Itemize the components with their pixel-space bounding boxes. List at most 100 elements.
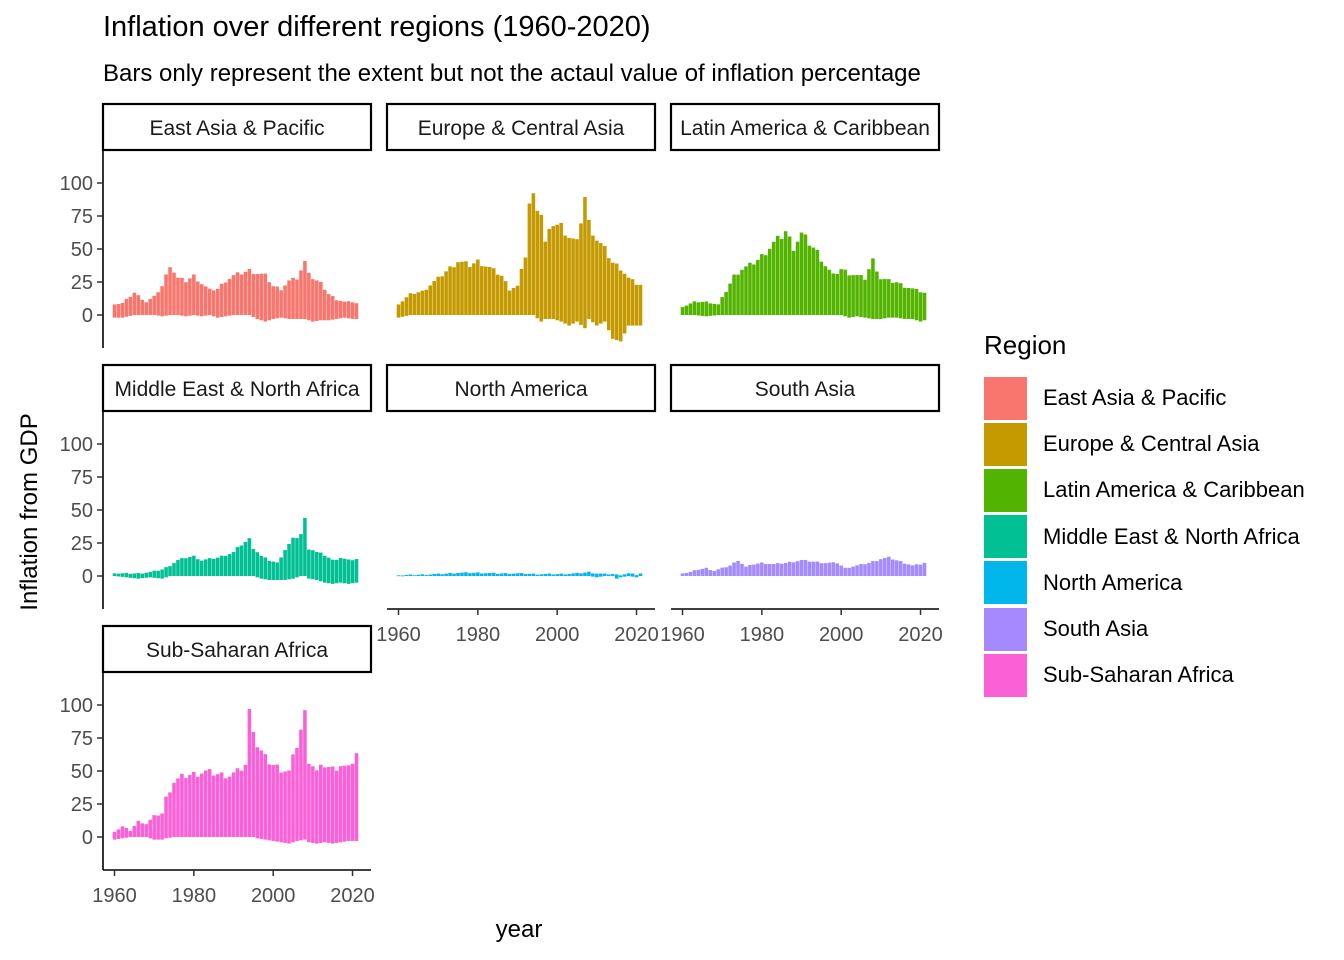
bar: [519, 573, 524, 576]
bar: [918, 292, 923, 322]
bar: [692, 570, 697, 576]
bar: [716, 304, 720, 315]
bar: [136, 573, 141, 579]
bar: [144, 572, 149, 578]
bar: [315, 280, 319, 321]
x-tick-label: 2000: [819, 624, 864, 646]
bar: [464, 261, 468, 315]
x-tick-label: 1980: [172, 885, 217, 907]
bar: [176, 778, 180, 837]
bar: [199, 560, 204, 576]
bar: [704, 567, 709, 576]
bar: [495, 573, 500, 576]
bar: [287, 770, 291, 844]
bar: [867, 562, 871, 576]
bar: [626, 277, 631, 326]
bar: [503, 573, 508, 576]
bar: [188, 557, 192, 576]
bar: [315, 770, 319, 844]
legend-items: East Asia & Pacific Europe & Central Asia…: [984, 375, 1305, 698]
bar: [116, 304, 121, 318]
bar: [680, 307, 685, 315]
bar: [227, 554, 232, 576]
bar: [499, 573, 504, 576]
bar: [906, 287, 911, 319]
y-tick-label: 75: [71, 206, 93, 228]
bar: [716, 569, 720, 576]
bar: [188, 278, 192, 316]
bar: [811, 561, 816, 576]
x-tick-label: 1960: [92, 885, 137, 907]
bar: [879, 279, 883, 319]
legend-title: Region: [984, 330, 1067, 360]
bar: [239, 770, 244, 837]
bar: [271, 286, 275, 319]
bar: [468, 267, 472, 315]
bar: [219, 772, 224, 837]
facet-strip-label: Middle East & North Africa: [114, 378, 359, 401]
bar: [255, 273, 260, 319]
bar: [350, 560, 355, 584]
x-tick-label: 1960: [660, 624, 705, 646]
bar: [487, 267, 492, 315]
bar: [523, 257, 528, 315]
bar: [436, 573, 440, 576]
bar: [740, 269, 744, 315]
bar: [535, 210, 540, 319]
bar: [279, 557, 283, 580]
bar: [764, 563, 768, 576]
bar: [180, 277, 184, 316]
legend-key: [984, 561, 1027, 605]
bar: [287, 280, 291, 319]
bar: [291, 277, 295, 319]
bar: [583, 197, 587, 329]
bar: [160, 569, 164, 579]
bar: [468, 573, 472, 576]
bar: [875, 561, 879, 576]
bar: [603, 573, 607, 576]
bar: [227, 776, 232, 837]
bar: [203, 559, 208, 576]
facet-panel: Middle East & North Africa 0 25 50 75 100: [60, 363, 373, 609]
bar: [307, 763, 311, 843]
bar: [906, 564, 911, 576]
bar: [350, 763, 355, 841]
bar: [555, 574, 559, 576]
bar: [164, 567, 168, 578]
bar: [184, 778, 188, 837]
bar: [779, 239, 784, 315]
bar: [231, 275, 236, 315]
bar: [795, 561, 800, 576]
y-tick-label: 25: [71, 533, 93, 555]
bar: [476, 259, 480, 315]
bar: [543, 573, 548, 576]
bar: [152, 570, 156, 578]
bar: [744, 266, 748, 315]
bar: [618, 575, 623, 578]
bar: [803, 234, 808, 315]
bar: [215, 288, 220, 318]
facet-panel: East Asia & Pacific 0 25 50 75 100: [60, 102, 373, 348]
bar: [700, 568, 705, 576]
bar: [287, 544, 291, 580]
bar: [231, 552, 236, 576]
bar: [634, 575, 639, 578]
bar: [771, 564, 776, 576]
bar: [112, 573, 117, 576]
bar: [579, 223, 583, 325]
bar: [630, 279, 635, 326]
bar: [424, 575, 429, 576]
bar: [527, 573, 532, 576]
bar: [207, 558, 212, 576]
bar: [219, 283, 224, 317]
bar: [839, 269, 843, 315]
bar: [219, 555, 224, 576]
bar: [271, 561, 275, 580]
bar: [684, 305, 689, 315]
bar: [692, 301, 697, 315]
bar: [247, 709, 252, 837]
bar: [211, 558, 216, 576]
bar: [752, 564, 756, 576]
bar: [192, 274, 196, 315]
bar: [883, 558, 887, 576]
